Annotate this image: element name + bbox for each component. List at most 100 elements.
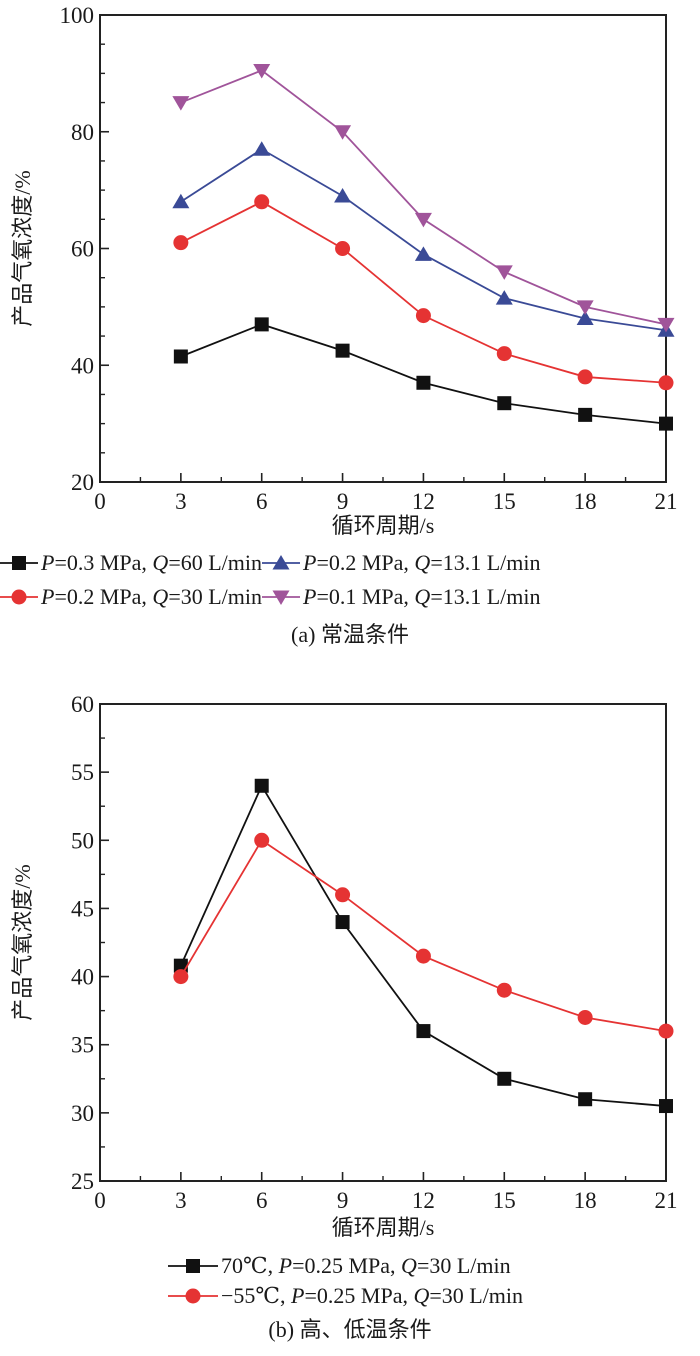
y-tick-label: 60	[71, 692, 94, 717]
data-point	[254, 194, 270, 210]
data-point	[578, 1092, 593, 1107]
data-point	[334, 187, 352, 203]
data-point	[659, 416, 673, 431]
y-tick-label: 45	[71, 896, 94, 921]
data-point	[577, 1009, 593, 1025]
legend-text-part: =0.2 MPa,	[316, 550, 414, 575]
legend-variable: Q	[152, 584, 168, 609]
legend-label: P=0.1 MPa, Q=13.1 L/min	[302, 584, 541, 609]
y-tick-label: 40	[71, 965, 94, 990]
data-point	[414, 246, 432, 261]
x-tick-label: 3	[175, 1188, 187, 1213]
data-point	[414, 212, 432, 228]
series-line	[180, 69, 667, 326]
x-tick-label: 21	[655, 1188, 678, 1213]
x-tick-label: 15	[493, 489, 516, 514]
series-2	[173, 194, 674, 391]
figure-caption: (b) 高、低温条件	[268, 1317, 431, 1342]
x-tick-label: 15	[493, 1188, 516, 1213]
series-line	[180, 323, 667, 425]
series-1	[172, 141, 675, 337]
data-point	[253, 141, 271, 156]
legend-text-part: =30 L/min	[168, 584, 262, 609]
legend-text-part: 70℃,	[221, 1253, 279, 1278]
data-point	[578, 407, 593, 422]
series-1	[173, 832, 674, 1039]
series-0	[173, 778, 673, 1114]
y-tick-label: 55	[71, 760, 94, 785]
x-tick-label: 18	[574, 1188, 597, 1213]
legend-item: P=0.2 MPa, Q=30 L/min	[0, 584, 262, 609]
data-point	[659, 1099, 673, 1114]
legend-variable: P	[290, 1283, 304, 1308]
y-tick-label: 40	[71, 353, 94, 378]
plot-frame	[99, 703, 667, 1182]
series-line	[180, 839, 667, 1032]
y-tick-label: 25	[71, 1169, 94, 1194]
data-point	[173, 235, 189, 251]
data-point	[415, 948, 431, 964]
legend-text-part: =0.25 MPa,	[292, 1253, 401, 1278]
legend-label: 70℃, P=0.25 MPa, Q=30 L/min	[221, 1253, 511, 1278]
legend-marker	[185, 1288, 201, 1304]
data-point	[576, 300, 594, 315]
data-point	[254, 778, 269, 793]
legend-marker	[186, 1259, 200, 1273]
x-tick-label: 6	[256, 1188, 268, 1213]
legend-item: P=0.2 MPa, Q=13.1 L/min	[262, 550, 541, 575]
legend-text-part: =60 L/min	[168, 550, 262, 575]
x-tick-label: 12	[412, 1188, 435, 1213]
x-tick-label: 9	[337, 1188, 349, 1213]
x-tick-label: 21	[655, 489, 678, 514]
chart-b: 0 3 6 9 12 15 18 21 25 30 35 40 45 50 55 60 循环周期/s 产品气氧浓度…	[10, 692, 678, 1342]
legend-variable: Q	[414, 584, 430, 609]
series-line	[180, 148, 667, 332]
y-tick-label: 35	[71, 1033, 94, 1058]
data-point	[253, 63, 271, 79]
y-tick-label: 60	[71, 237, 94, 262]
legend-text-part: =13.1 L/min	[430, 584, 540, 609]
legend-marker	[272, 590, 290, 605]
data-point	[657, 317, 675, 333]
x-tick-label: 0	[94, 489, 106, 514]
series-0	[173, 317, 673, 431]
data-point	[416, 1024, 431, 1039]
legend-marker	[272, 555, 290, 570]
data-point	[173, 349, 188, 364]
x-tick-label: 0	[94, 1188, 106, 1213]
x-axis-title: 循环周期/s	[332, 513, 435, 538]
data-point	[576, 310, 594, 326]
x-tick-label: 9	[337, 489, 349, 514]
legend-variable: P	[302, 550, 316, 575]
data-point	[335, 241, 351, 256]
legend-text-part: =0.1 MPa,	[316, 584, 414, 609]
data-point	[416, 375, 431, 390]
figure-caption: (a) 常温条件	[291, 622, 409, 647]
data-point	[495, 265, 513, 280]
x-tick-label: 3	[175, 489, 187, 514]
legend-variable: Q	[401, 1253, 417, 1278]
data-point	[335, 915, 350, 930]
legend-item: P=0.3 MPa, Q=60 L/min	[0, 550, 262, 575]
legend-label: P=0.3 MPa, Q=60 L/min	[40, 550, 262, 575]
legend-label: P=0.2 MPa, Q=30 L/min	[40, 584, 262, 609]
legend-text-part: =0.2 MPa,	[54, 584, 152, 609]
data-point	[173, 969, 189, 985]
data-point	[172, 193, 190, 209]
data-point	[577, 369, 593, 385]
chart-a: 0 3 6 9 12 15 18 2120406080100循环周期/s产品气氧浓度/%P=0…	[0, 3, 678, 647]
legend-variable: P	[40, 584, 54, 609]
legend-label: −55℃, P=0.25 MPa, Q=30 L/min	[221, 1283, 523, 1308]
y-tick-label: 80	[71, 120, 94, 145]
legend-label: P=0.2 MPa, Q=13.1 L/min	[302, 550, 541, 575]
y-axis-title: 产品气氧浓度/%	[10, 864, 35, 1020]
series-3	[172, 63, 675, 333]
data-point	[254, 317, 269, 332]
data-point	[335, 343, 350, 358]
data-point	[415, 308, 431, 324]
legend-item: P=0.1 MPa, Q=13.1 L/min	[262, 584, 541, 609]
legend-item: −55℃, P=0.25 MPa, Q=30 L/min	[168, 1283, 523, 1308]
legend-text-part: =0.25 MPa,	[304, 1283, 413, 1308]
data-point	[658, 1023, 674, 1039]
